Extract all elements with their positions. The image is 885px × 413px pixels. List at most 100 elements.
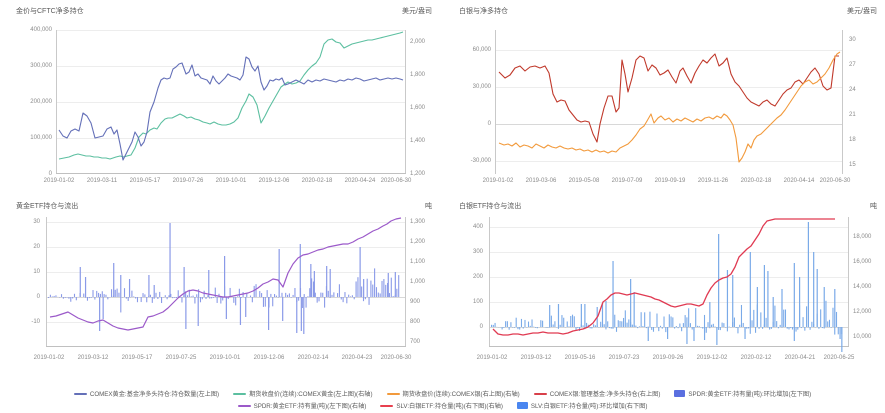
plot-area-gold-etf-flow bbox=[46, 217, 406, 347]
y-tick-right-silver-etf: 16,000 bbox=[853, 259, 872, 265]
y-tick-right-gold-etf: 800 bbox=[410, 319, 421, 325]
y-tick-left-gold-cftc: 0 bbox=[48, 171, 52, 177]
x-tick-silver: 2019-05-08 bbox=[568, 178, 600, 184]
plot-area-silver-net-long bbox=[495, 30, 843, 174]
legend-label: 期货收盘价(连续):COMEX银(右上图)(右轴) bbox=[402, 391, 520, 398]
x-tick-gold-cftc: 2019-12-06 bbox=[258, 178, 290, 184]
legend-item[interactable]: COMEX银:管理基金:净多头持仓(右上图) bbox=[533, 389, 661, 398]
x-tick-silver-etf: 2020-02-12 bbox=[740, 355, 772, 361]
panel-unit-gold-cftc: 美元/盎司 bbox=[402, 8, 432, 15]
series-paths-silver-net-long bbox=[498, 51, 841, 163]
y-tick-left-gold-cftc: 400,000 bbox=[30, 27, 52, 33]
legend-label: 期货收盘价(连续):COMEX黄金(左上图)(右轴) bbox=[249, 391, 373, 398]
x-axis-gold-cftc bbox=[56, 173, 406, 174]
panel-unit-gold-etf-flow: 吨 bbox=[425, 203, 432, 210]
series-line-comex-gold-price bbox=[58, 31, 404, 160]
x-tick-gold-etf: 2019-01-02 bbox=[33, 355, 65, 361]
y-tick-right-gold-cftc: 1,800 bbox=[410, 72, 426, 78]
y-tick-right-gold-etf: 1,000 bbox=[410, 279, 426, 285]
y-tick-right-silver-etf: 18,000 bbox=[853, 234, 872, 240]
x-tick-silver-etf: 2019-03-12 bbox=[520, 355, 552, 361]
y-tick-right-silver: 21 bbox=[849, 112, 856, 118]
y-axis-right-silver-etf bbox=[848, 217, 849, 347]
legend-item[interactable]: SLV:白银ETF:持仓量(吨)(右下图)(右轴) bbox=[380, 401, 503, 410]
legend-row-2: SPDR:黄金ETF:持有量(吨)(左下图)(右轴) SLV:白银ETF:持仓量(… bbox=[237, 401, 648, 410]
gridline bbox=[46, 322, 406, 323]
legend-label: SPDR:黄金ETF:持有量(吨):环比增加(左下图) bbox=[688, 391, 812, 398]
x-tick-gold-cftc: 2019-10-01 bbox=[215, 178, 247, 184]
y-tick-left-silver-etf: 100 bbox=[472, 299, 483, 305]
legend-swatch-line-icon bbox=[533, 392, 547, 395]
gridline bbox=[46, 272, 406, 273]
series-line-cftc-gold-positions bbox=[58, 56, 404, 161]
y-tick-right-gold-cftc: 1,400 bbox=[410, 138, 426, 144]
x-tick-gold-cftc: 2020-06-30 bbox=[380, 178, 412, 184]
x-tick-silver: 2020-02-18 bbox=[740, 178, 772, 184]
gridline bbox=[489, 252, 849, 253]
y-axis-left-gold-etf bbox=[46, 217, 47, 347]
zero-line bbox=[495, 124, 843, 125]
y-tick-right-silver: 30 bbox=[849, 37, 856, 43]
panel-title-gold-etf-flow: 黄金ETF持仓与流出 bbox=[16, 203, 79, 210]
chart-panel-gold-etf-flow: 黄金ETF持仓与流出 吨 30 20 10 0 -10 1,300 1,200 … bbox=[0, 195, 440, 370]
chart-legend: COMEX黄金:基金净多头持仓:持仓数量(左上图) 期货收盘价(连续):COMEX… bbox=[0, 389, 885, 410]
y-tick-left-silver: 0 bbox=[487, 121, 491, 127]
x-tick-gold-cftc: 2019-03-11 bbox=[86, 178, 118, 184]
x-tick-gold-etf: 2019-07-25 bbox=[165, 355, 197, 361]
x-tick-silver-etf: 2019-09-26 bbox=[652, 355, 684, 361]
x-tick-gold-etf: 2020-02-14 bbox=[297, 355, 329, 361]
legend-label: COMEX银:管理基金:净多头持仓(右上图) bbox=[549, 391, 661, 398]
y-tick-right-gold-etf: 900 bbox=[410, 299, 421, 305]
series-paths-silver-etf-flow bbox=[491, 218, 843, 352]
gridline bbox=[56, 102, 406, 103]
y-tick-left-silver-etf: 400 bbox=[472, 224, 483, 230]
y-tick-left-silver-etf: 200 bbox=[472, 274, 483, 280]
x-tick-gold-etf: 2020-06-30 bbox=[380, 355, 412, 361]
gridline bbox=[489, 227, 849, 228]
legend-item[interactable]: 期货收盘价(连续):COMEX黄金(左上图)(右轴) bbox=[233, 389, 373, 398]
y-axis-left-silver bbox=[495, 30, 496, 174]
plot-area-silver-etf-flow bbox=[489, 217, 849, 352]
y-tick-left-gold-etf: 0 bbox=[36, 294, 40, 300]
series-bars-gold-etf-flow bbox=[48, 223, 400, 334]
legend-item[interactable]: SLV:白银ETF:持仓量(吨):环比增加(右下图) bbox=[516, 401, 648, 410]
y-tick-right-silver: 27 bbox=[849, 62, 856, 68]
x-tick-silver: 2019-09-19 bbox=[654, 178, 686, 184]
gridline bbox=[46, 222, 406, 223]
legend-item[interactable]: SPDR:黄金ETF:持有量(吨)(左下图)(右轴) bbox=[237, 401, 367, 410]
y-tick-left-gold-etf: -10 bbox=[31, 319, 40, 325]
legend-label: SLV:白银ETF:持仓量(吨):环比增加(右下图) bbox=[530, 403, 648, 410]
x-tick-silver: 2020-06-30 bbox=[819, 178, 851, 184]
y-tick-right-silver: 18 bbox=[849, 137, 856, 143]
y-tick-left-silver: 30,000 bbox=[472, 84, 491, 90]
y-tick-left-gold-cftc: 300,000 bbox=[30, 63, 52, 69]
y-tick-right-gold-etf: 1,300 bbox=[410, 219, 426, 225]
gridline bbox=[56, 66, 406, 67]
y-tick-left-gold-etf: 10 bbox=[33, 269, 40, 275]
x-tick-gold-etf: 2019-10-01 bbox=[209, 355, 241, 361]
x-tick-silver-etf: 2019-07-23 bbox=[608, 355, 640, 361]
x-tick-gold-cftc: 2020-04-24 bbox=[344, 178, 376, 184]
legend-item[interactable]: 期货收盘价(连续):COMEX银(右上图)(右轴) bbox=[386, 389, 520, 398]
chart-panel-gold-cftc: 金价与CFTC净多持仓 美元/盎司 400,000 300,000 200,00… bbox=[0, 0, 440, 195]
y-tick-right-gold-etf: 1,100 bbox=[410, 259, 426, 265]
legend-label: SLV:白银ETF:持仓量(吨)(右下图)(右轴) bbox=[396, 403, 503, 410]
y-tick-left-gold-etf: 30 bbox=[33, 219, 40, 225]
legend-item[interactable]: SPDR:黄金ETF:持有量(吨):环比增加(左下图) bbox=[674, 389, 811, 398]
y-tick-right-gold-cftc: 1,600 bbox=[410, 105, 426, 111]
legend-swatch-line-icon bbox=[386, 392, 400, 395]
legend-label: SPDR:黄金ETF:持有量(吨)(左下图)(右轴) bbox=[253, 403, 367, 410]
x-tick-gold-etf: 2019-03-12 bbox=[77, 355, 109, 361]
y-tick-left-silver-etf: 0 bbox=[479, 324, 483, 330]
legend-swatch-line-icon bbox=[73, 392, 87, 395]
legend-label: COMEX黄金:基金净多头持仓:持仓数量(左上图) bbox=[89, 391, 220, 398]
y-axis-right-silver bbox=[842, 30, 843, 174]
y-tick-right-silver: 24 bbox=[849, 87, 856, 93]
y-tick-right-silver: 15 bbox=[849, 162, 856, 168]
y-tick-right-gold-etf: 1,200 bbox=[410, 239, 426, 245]
x-tick-gold-etf: 2020-04-23 bbox=[341, 355, 373, 361]
y-tick-left-gold-cftc: 100,000 bbox=[30, 135, 52, 141]
legend-item[interactable]: COMEX黄金:基金净多头持仓:持仓数量(左上图) bbox=[73, 389, 220, 398]
x-tick-silver-etf: 2019-12-02 bbox=[696, 355, 728, 361]
